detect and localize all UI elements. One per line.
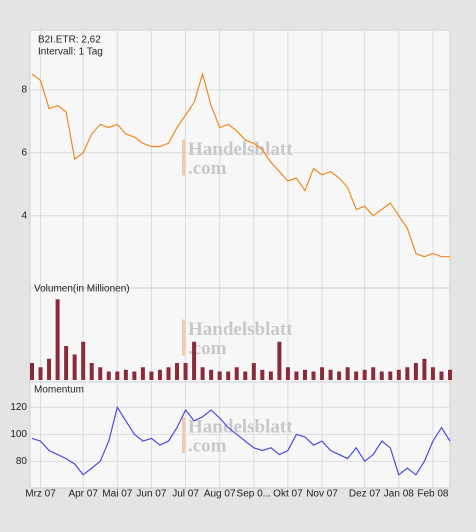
chart-title: B2I.ETR: 2,62 bbox=[38, 35, 101, 46]
bar bbox=[106, 371, 111, 380]
bar bbox=[371, 367, 376, 380]
bar bbox=[328, 369, 333, 380]
bar bbox=[268, 371, 273, 380]
bar bbox=[38, 367, 43, 380]
bar bbox=[302, 369, 307, 380]
bar bbox=[183, 363, 188, 380]
watermark-bar bbox=[182, 139, 185, 176]
x-tick-label: Mai 07 bbox=[102, 489, 132, 500]
bar bbox=[217, 371, 222, 380]
bar bbox=[175, 363, 180, 380]
bar bbox=[81, 341, 86, 380]
bar bbox=[209, 369, 214, 380]
x-tick-label: Okt 07 bbox=[273, 489, 303, 500]
y-tick-label: 4 bbox=[21, 210, 27, 221]
y-tick-label: 6 bbox=[21, 147, 27, 158]
bar bbox=[140, 367, 145, 380]
bar bbox=[115, 371, 120, 380]
bar bbox=[448, 369, 452, 380]
watermark-bar bbox=[182, 319, 185, 356]
x-tick-label: Dez 07 bbox=[349, 489, 381, 500]
x-tick-label: Feb 08 bbox=[417, 489, 449, 500]
bar bbox=[320, 367, 325, 380]
bar bbox=[64, 346, 69, 380]
bar bbox=[260, 369, 265, 380]
x-tick-label: Apr 07 bbox=[68, 489, 98, 500]
bar bbox=[422, 358, 427, 380]
bar bbox=[243, 371, 248, 380]
bar bbox=[226, 371, 231, 380]
line bbox=[31, 71, 450, 258]
x-tick-label: Jul 07 bbox=[172, 489, 199, 500]
bar bbox=[362, 369, 367, 380]
bar bbox=[149, 371, 154, 380]
bar bbox=[388, 371, 393, 380]
bar bbox=[311, 371, 316, 380]
watermark: Handelsblatt bbox=[188, 416, 293, 437]
bar bbox=[379, 371, 384, 380]
bar bbox=[98, 367, 103, 380]
x-tick-label: Sep 0... bbox=[237, 489, 271, 500]
x-tick-label: Nov 07 bbox=[306, 489, 338, 500]
bar bbox=[166, 367, 171, 380]
bar bbox=[294, 371, 299, 380]
x-tick-label: Mrz 07 bbox=[25, 489, 56, 500]
bar bbox=[354, 371, 359, 380]
y-tick-label: 8 bbox=[21, 84, 27, 95]
chart-title: Momentum bbox=[34, 385, 84, 396]
bar bbox=[285, 367, 290, 380]
bar bbox=[55, 299, 60, 380]
y-tick-label: 80 bbox=[16, 456, 28, 467]
y-tick-label: 120 bbox=[10, 402, 27, 413]
bar bbox=[200, 367, 205, 380]
watermark-bar bbox=[182, 417, 185, 453]
bar bbox=[89, 363, 94, 380]
bar bbox=[47, 358, 52, 380]
bar bbox=[234, 367, 239, 380]
line bbox=[31, 405, 451, 476]
bar bbox=[396, 369, 401, 380]
bar bbox=[132, 371, 137, 380]
bar bbox=[439, 371, 444, 380]
plot-area bbox=[29, 29, 451, 489]
bar bbox=[405, 367, 410, 380]
bar bbox=[337, 371, 342, 380]
chart-subtitle: Intervall: 1 Tag bbox=[38, 47, 103, 58]
bar bbox=[192, 341, 197, 380]
bar bbox=[430, 367, 435, 380]
watermark: .com bbox=[188, 158, 227, 179]
bar bbox=[123, 369, 128, 380]
x-tick-label: Jun 07 bbox=[136, 489, 166, 500]
watermark: Handelsblatt bbox=[188, 139, 293, 160]
chart-title: Volumen(in Millionen) bbox=[34, 284, 130, 295]
bar bbox=[157, 369, 162, 380]
watermark: .com bbox=[188, 338, 227, 359]
y-tick-label: 100 bbox=[10, 429, 27, 440]
watermark: Handelsblatt bbox=[188, 319, 293, 340]
bar bbox=[277, 341, 282, 380]
bar bbox=[251, 363, 256, 380]
x-tick-label: Jan 08 bbox=[384, 489, 414, 500]
bar bbox=[413, 363, 418, 380]
x-tick-label: Aug 07 bbox=[204, 489, 236, 500]
bar bbox=[345, 367, 350, 380]
bar bbox=[72, 354, 77, 380]
bar bbox=[30, 363, 34, 380]
watermark: .com bbox=[188, 435, 227, 456]
